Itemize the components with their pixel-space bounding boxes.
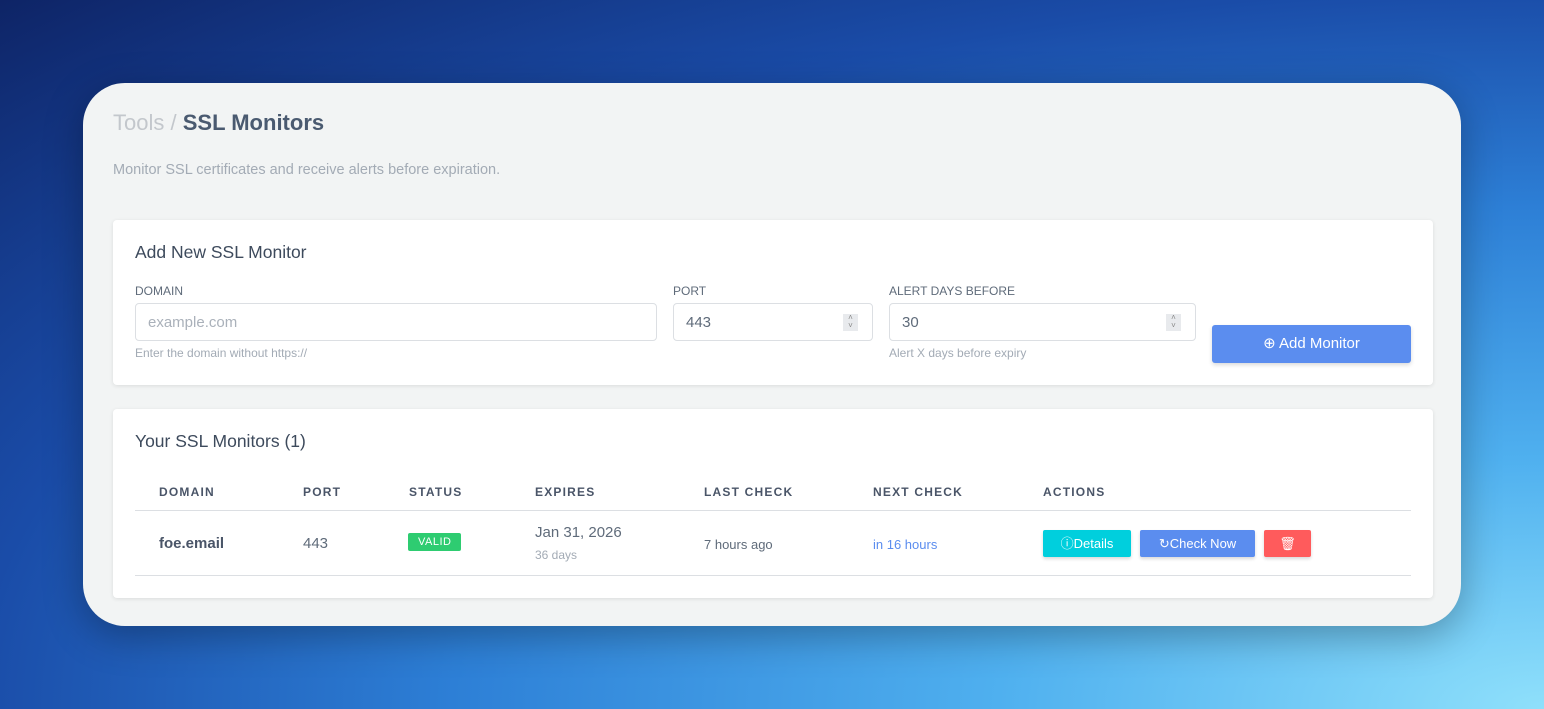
trash-icon: 🗑 [1279, 536, 1296, 551]
page-title: SSL Monitors [182, 110, 325, 135]
row-domain: foe.email [159, 535, 225, 552]
domain-label: DOMAIN [135, 284, 183, 298]
column-header: DOMAIN [159, 485, 215, 499]
column-header: ACTIONS [1043, 485, 1106, 499]
row-next-check: in 16 hours [873, 537, 938, 552]
row-expires-in: 36 days [535, 548, 578, 562]
page-description: Monitor SSL certificates and receive ale… [113, 162, 501, 178]
add-monitor-card: Add New SSL Monitor DOMAIN example.com E… [113, 220, 1433, 385]
breadcrumb: Tools / SSL Monitors [113, 110, 325, 135]
app-window: Tools / SSL Monitors Monitor SSL certifi… [83, 83, 1461, 626]
plus-circle-icon: ⊕ [1263, 335, 1276, 352]
divider [135, 510, 1411, 511]
column-header: PORT [303, 485, 342, 499]
port-input[interactable]: 443 ˄ ˅ [673, 303, 873, 341]
info-icon: ⓘ [1060, 536, 1074, 551]
status-badge: VALID [408, 533, 462, 551]
card-title: Your SSL Monitors (1) [135, 431, 306, 451]
domain-help: Enter the domain without https:// [135, 346, 308, 360]
monitors-card: Your SSL Monitors (1) DOMAIN PORT STATUS… [113, 409, 1433, 598]
row-expires: Jan 31, 2026 [535, 524, 622, 541]
card-title: Add New SSL Monitor [135, 242, 307, 262]
stepper-icon[interactable]: ˄ ˅ [843, 314, 858, 331]
divider [135, 575, 1411, 576]
column-header: EXPIRES [535, 485, 596, 499]
row-port: 443 [303, 535, 329, 552]
port-label: PORT [673, 284, 707, 298]
details-button[interactable]: ⓘDetails [1043, 530, 1131, 557]
delete-button[interactable]: 🗑 [1264, 530, 1311, 557]
column-header: LAST CHECK [704, 485, 794, 499]
alert-days-input[interactable]: 30 ˄ ˅ [889, 303, 1196, 341]
breadcrumb-parent[interactable]: Tools [113, 110, 165, 135]
column-header: STATUS [409, 485, 463, 499]
row-last-check: 7 hours ago [704, 537, 773, 552]
check-now-button[interactable]: ↻Check Now [1140, 530, 1255, 557]
stepper-icon[interactable]: ˄ ˅ [1166, 314, 1181, 331]
refresh-icon: ↻ [1158, 536, 1170, 551]
alert-days-help: Alert X days before expiry [889, 346, 1027, 360]
domain-input[interactable]: example.com [135, 303, 657, 341]
alert-days-label: ALERT DAYS BEFORE [889, 284, 1016, 298]
add-monitor-button[interactable]: ⊕ Add Monitor [1212, 325, 1411, 363]
column-header: NEXT CHECK [873, 485, 964, 499]
